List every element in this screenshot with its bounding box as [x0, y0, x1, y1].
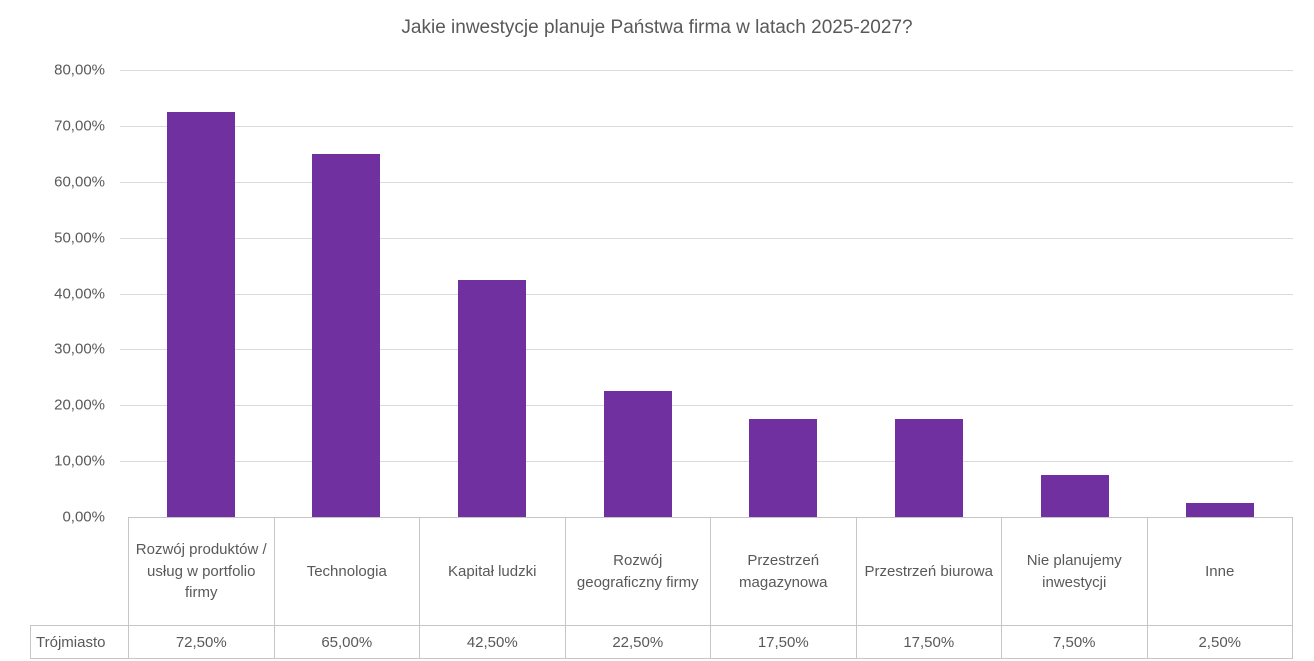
table-corner-cell	[31, 518, 129, 626]
category-header-cell: Rozwój geograficzny firmy	[564, 517, 711, 626]
y-tick-label: 40,00%	[54, 285, 105, 302]
gridline	[120, 125, 1293, 127]
gridlines	[120, 70, 1293, 517]
bar-column	[1002, 70, 1148, 517]
gridline	[120, 70, 1293, 71]
y-tick-label: 20,00%	[54, 396, 105, 414]
chart-title: Jakie inwestycje planuje Państwa firma w…	[401, 17, 913, 38]
bar	[749, 419, 818, 517]
y-tick-label: 10,00%	[54, 452, 105, 470]
value-cell: 22,50%	[564, 625, 711, 659]
bar-column	[856, 70, 1002, 517]
value-cell: 7,50%	[1001, 625, 1148, 659]
gridline	[120, 405, 1293, 407]
bar	[1186, 503, 1255, 517]
value-row: Trójmiasto 72,50% 65,00% 42,50% 22,50% 17,50…	[30, 625, 1293, 659]
bar	[458, 279, 527, 517]
bars	[128, 70, 1293, 517]
y-tick-label: 80,00%	[54, 61, 105, 79]
bar-column	[1147, 70, 1293, 517]
gridline	[120, 461, 1293, 463]
category-header-cell: Technologia	[273, 517, 420, 626]
data-table: Rozwój produktów / usług w portfolio fir…	[30, 517, 1293, 659]
bar	[894, 419, 963, 517]
series-label-cell: Trójmiasto	[30, 625, 129, 659]
category-header-cell: Rozwój produktów / usług w portfolio fir…	[128, 517, 275, 626]
bar-column	[419, 70, 565, 517]
bar	[312, 153, 381, 517]
gridline	[120, 293, 1293, 295]
y-tick-label: 30,00%	[54, 340, 105, 358]
value-cell: 72,50%	[128, 625, 275, 659]
bar-column	[128, 70, 274, 517]
bar	[166, 111, 235, 517]
bar	[603, 391, 672, 517]
category-header-cell: Nie planujemy inwestycji	[1001, 517, 1148, 626]
gridline	[120, 349, 1293, 351]
category-header-cell: Przestrzeń magazynowa	[710, 517, 857, 626]
category-header-cell: Inne	[1146, 517, 1293, 626]
bar	[1040, 475, 1109, 517]
value-cell: 65,00%	[273, 625, 420, 659]
y-tick-label: 70,00%	[54, 117, 105, 135]
gridline	[120, 237, 1293, 239]
y-axis: 80,00% 70,00% 60,00% 50,00% 40,00% 30,00% 20,0…	[0, 62, 105, 526]
value-cell: 17,50%	[710, 625, 857, 659]
bar-column	[274, 70, 420, 517]
category-header-cell: Kapitał ludzki	[419, 517, 566, 626]
category-header-cell: Przestrzeń biurowa	[855, 517, 1002, 626]
plot-area	[120, 70, 1293, 517]
category-header-row: Rozwój produktów / usług w portfolio fir…	[31, 517, 1293, 626]
value-cell: 17,50%	[855, 625, 1002, 659]
bar-column	[565, 70, 711, 517]
y-tick-label: 60,00%	[54, 173, 105, 191]
bar-column	[711, 70, 857, 517]
y-tick-label: 50,00%	[54, 229, 105, 247]
value-cell: 42,50%	[419, 625, 566, 659]
value-cell: 2,50%	[1146, 625, 1293, 659]
gridline	[120, 181, 1293, 183]
y-tick-label: 0,00%	[62, 508, 105, 526]
